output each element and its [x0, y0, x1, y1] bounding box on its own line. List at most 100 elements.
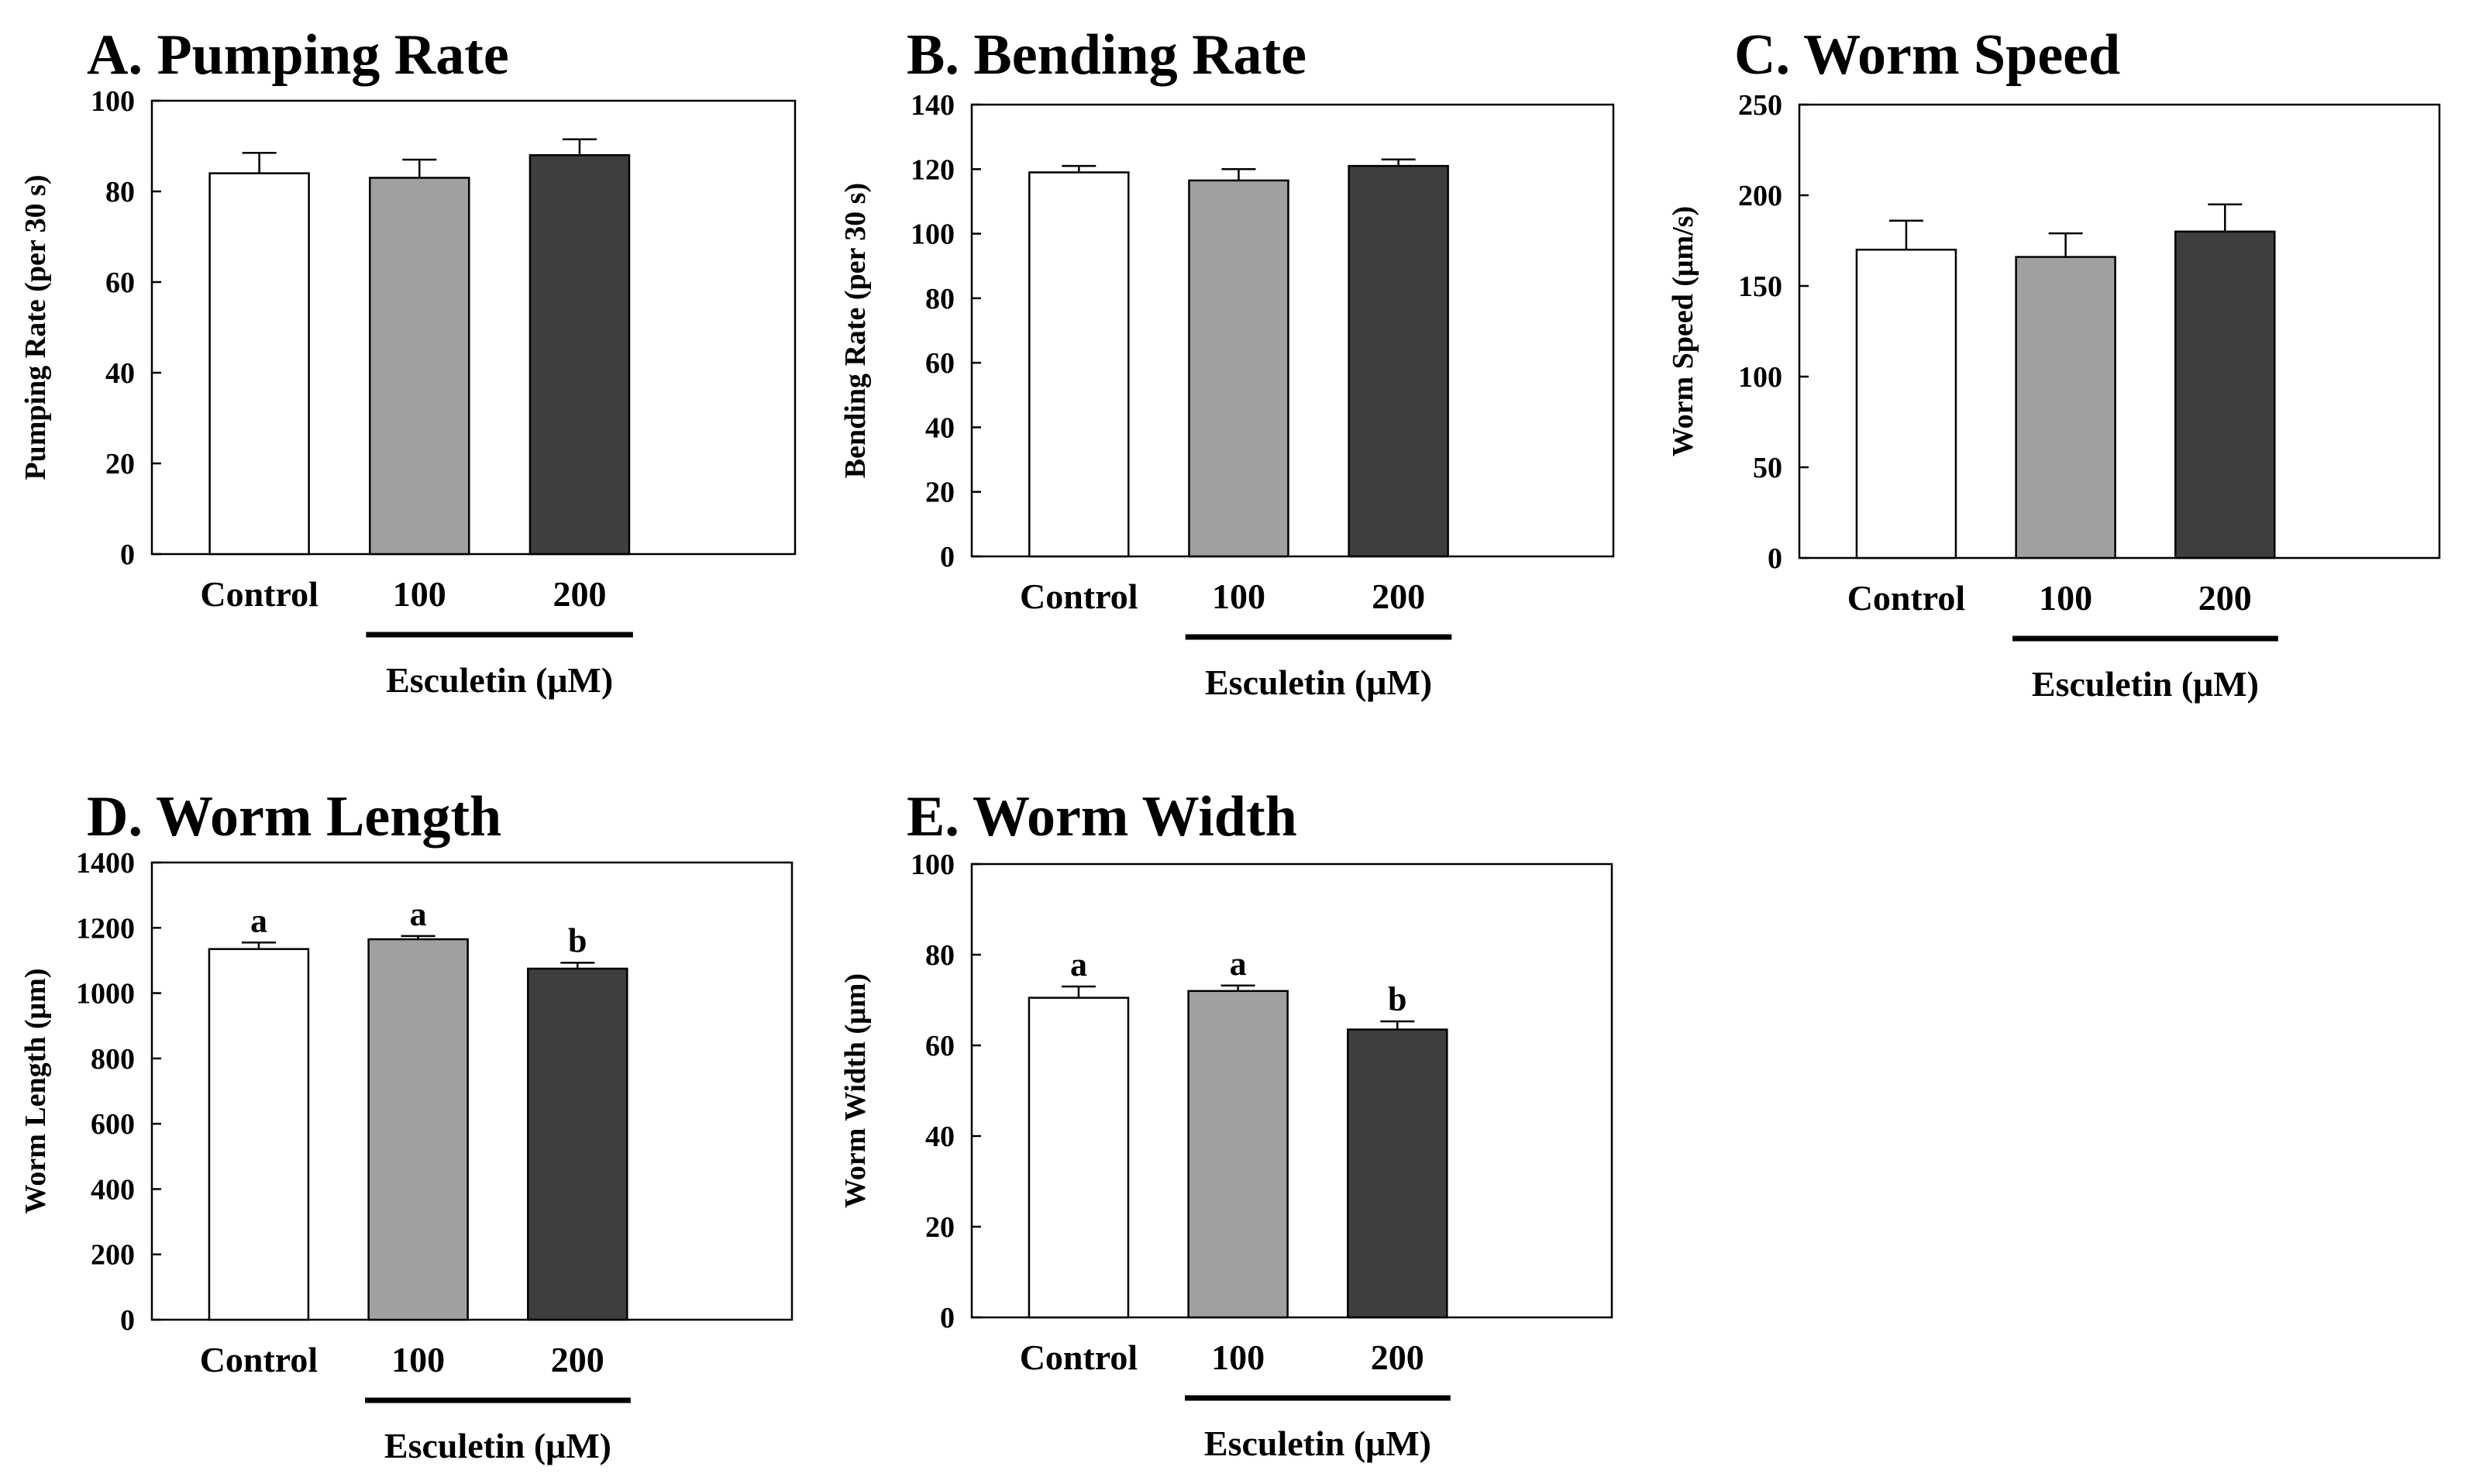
y-tick-label: 1000	[76, 978, 135, 1011]
bar-200	[528, 153, 631, 556]
chart-panel-e: E. Worm Width 0 20 40 60 80 100 Worm Width (μm)…	[839, 785, 1613, 1463]
plot-frame	[970, 863, 1613, 1319]
significance-letter: a	[1070, 945, 1087, 983]
y-tick-label: 100	[91, 85, 135, 118]
y-tick-label: 20	[925, 1211, 955, 1244]
y-tick-label: 60	[925, 1030, 955, 1062]
error-bar	[402, 158, 437, 178]
category-label: Control	[200, 1340, 318, 1379]
panel-title: E. Worm Width	[907, 785, 1297, 849]
y-tick-label: 1400	[76, 847, 135, 880]
group-label: Esculetin (μM)	[2032, 664, 2259, 704]
y-tick-label: 0	[120, 1304, 135, 1337]
significance-letter: b	[1388, 980, 1406, 1018]
category-label: 200	[2198, 578, 2252, 618]
group-label: Esculetin (μM)	[1205, 663, 1432, 702]
y-axis-title: Pumping Rate (per 30 s)	[19, 174, 52, 480]
y-tick-label: 250	[1738, 89, 1782, 122]
error-bar	[1061, 985, 1096, 998]
error-bar	[401, 935, 436, 940]
error-bar	[1221, 168, 1256, 181]
y-tick-label: 100	[911, 219, 955, 251]
bar-100	[1188, 179, 1289, 558]
error-bar	[242, 152, 277, 174]
y-tick-label: 20	[105, 448, 135, 480]
bar-100	[1187, 990, 1289, 1319]
category-label: Control	[1020, 1338, 1138, 1377]
bar-200	[1348, 164, 1449, 558]
error-bar	[1380, 1020, 1415, 1030]
group-label: Esculetin (μM)	[1204, 1424, 1431, 1463]
error-bar	[2048, 232, 2083, 257]
category-label: 100	[391, 1340, 445, 1379]
bar-control	[1028, 997, 1130, 1319]
category-label: 200	[1372, 577, 1425, 616]
y-tick-label: 60	[105, 267, 135, 299]
bar-100	[2015, 256, 2116, 560]
category-label: 100	[1212, 577, 1265, 616]
y-tick-label: 0	[940, 541, 955, 573]
panel-title: C. Worm Speed	[1734, 23, 2120, 87]
y-tick-label: 140	[911, 89, 955, 122]
error-bar	[1888, 219, 1923, 250]
y-tick-label: 100	[911, 849, 955, 881]
category-label: 200	[553, 574, 606, 614]
category-label: Control	[200, 574, 318, 614]
panel-title: A. Pumping Rate	[87, 23, 509, 87]
y-tick-label: 40	[105, 357, 135, 390]
y-tick-label: 0	[1768, 542, 1782, 575]
significance-letter: a	[250, 901, 267, 939]
y-tick-label: 200	[91, 1239, 135, 1272]
y-tick-label: 60	[925, 347, 955, 380]
y-axis-title: Worm Width (μm)	[839, 973, 872, 1208]
error-bar	[562, 138, 597, 156]
category-label: 100	[2039, 578, 2092, 618]
plot-frame	[150, 99, 797, 556]
bar-control	[1028, 171, 1130, 558]
bar-200	[2174, 230, 2276, 560]
y-tick-label: 400	[91, 1173, 135, 1206]
category-label: Control	[1020, 577, 1138, 616]
y-tick-label: 120	[911, 153, 955, 186]
bar-100	[367, 938, 469, 1321]
y-tick-label: 20	[925, 477, 955, 509]
y-axis-title: Worm Speed (μm/s)	[1667, 206, 1699, 456]
group-label: Esculetin (μM)	[386, 660, 613, 700]
category-label: 100	[1211, 1338, 1265, 1377]
category-label: Control	[1847, 578, 1966, 618]
bar-200	[527, 967, 628, 1321]
bar-100	[369, 177, 470, 556]
bar-200	[1347, 1028, 1448, 1319]
bar-control	[1855, 248, 1957, 560]
y-tick-label: 100	[1738, 361, 1782, 394]
y-tick-label: 800	[91, 1043, 135, 1076]
y-tick-label: 80	[105, 176, 135, 208]
error-bar	[1381, 158, 1416, 167]
chart-panel-d: D. Worm Length 0 200 400 600 800 1000 1200 1400 W…	[19, 785, 794, 1465]
panel-title: D. Worm Length	[87, 785, 501, 849]
plot-frame	[970, 103, 1615, 558]
error-bar	[2208, 203, 2243, 232]
error-bar	[1220, 984, 1255, 991]
y-tick-label: 600	[91, 1108, 135, 1141]
significance-letter: a	[1230, 945, 1247, 983]
group-label: Esculetin (μM)	[384, 1426, 611, 1465]
panel-title: B. Bending Rate	[907, 23, 1307, 87]
y-tick-label: 150	[1738, 270, 1782, 303]
bar-control	[208, 948, 310, 1321]
significance-letter: a	[410, 895, 427, 933]
error-bar	[241, 942, 276, 949]
y-tick-label: 1200	[76, 912, 135, 945]
plot-frame	[1798, 103, 2441, 560]
chart-panel-c: C. Worm Speed 0 50 100 150 200 250 Worm Speed (…	[1667, 23, 2441, 704]
category-label: 200	[1371, 1338, 1424, 1377]
category-label: 200	[551, 1340, 604, 1379]
y-tick-label: 80	[925, 939, 955, 972]
bar-control	[208, 172, 310, 556]
error-bar	[560, 962, 595, 969]
y-tick-label: 0	[120, 539, 135, 571]
chart-panel-a: A. Pumping Rate 0 20 40 60 80 100 Pumping Rate …	[19, 23, 797, 700]
y-axis-title: Bending Rate (per 30 s)	[839, 183, 872, 478]
y-tick-label: 50	[1753, 452, 1782, 484]
